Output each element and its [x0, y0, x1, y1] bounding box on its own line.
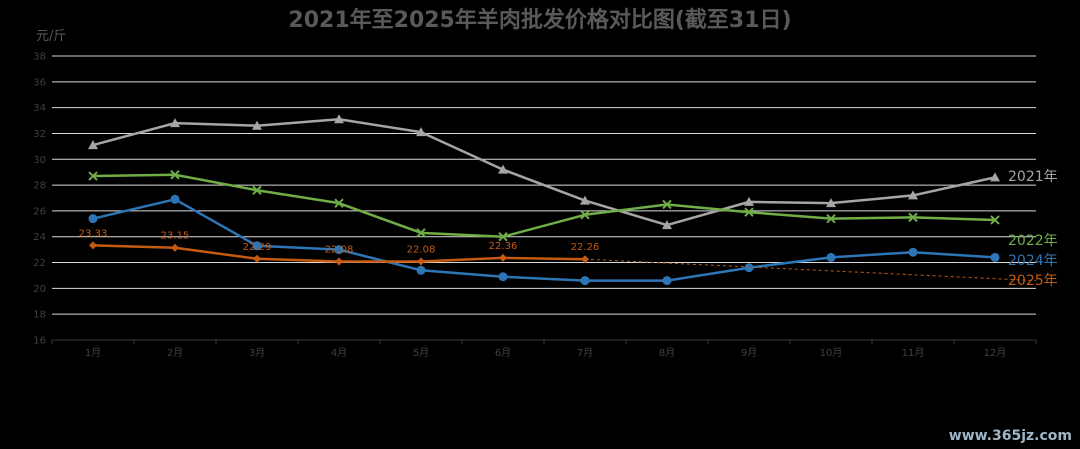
data-label: 22.08 — [325, 245, 354, 256]
y-tick-label: 20 — [33, 284, 46, 295]
marker-triangle — [908, 190, 918, 200]
marker-diamond — [417, 257, 425, 266]
y-tick-label: 22 — [33, 258, 46, 269]
legend: 2021年 2022年 2024年 2025年 — [1008, 169, 1058, 289]
y-tick-label: 32 — [33, 129, 46, 140]
marker-triangle — [88, 140, 98, 150]
x-tick-label: 12月 — [984, 347, 1007, 359]
watermark: www.365jz.com — [949, 428, 1072, 444]
marker-x — [744, 207, 754, 217]
marker-diamond — [499, 253, 507, 262]
marker-circle — [990, 252, 1000, 262]
marker-circle — [498, 272, 508, 282]
y-tick-label: 36 — [33, 77, 46, 88]
x-tick-labels: 1月 2月 3月 4月 5月 6月 7月 8月 9月 10月 11月 12月 — [85, 347, 1007, 359]
x-tick-label: 6月 — [495, 347, 511, 359]
marker-x — [990, 215, 1000, 225]
marker-x — [170, 170, 180, 180]
marker-x — [580, 210, 590, 220]
marker-diamond — [581, 255, 589, 264]
marker-diamond — [253, 254, 261, 263]
data-label: 22.29 — [243, 242, 272, 253]
series-2024年 — [88, 194, 1000, 286]
series-line — [92, 118, 996, 227]
data-label: 22.26 — [571, 242, 600, 253]
y-tick-label: 24 — [33, 232, 46, 243]
x-tick-label: 4月 — [331, 347, 347, 359]
y-tick-label: 18 — [33, 310, 46, 321]
gridlines — [51, 55, 1037, 344]
marker-x — [88, 171, 98, 181]
chart-title: 2021年至2025年羊肉批发价格对比图(截至31日) — [288, 7, 791, 33]
y-axis-unit: 元/斤 — [36, 29, 66, 44]
data-label: 23.15 — [161, 231, 190, 242]
x-tick-label: 11月 — [902, 347, 925, 359]
legend-item: 2022年 — [1008, 233, 1058, 249]
x-tick-label: 8月 — [659, 347, 675, 359]
series-2025年 — [89, 241, 1037, 282]
x-tick-label: 5月 — [413, 347, 429, 359]
marker-triangle — [252, 120, 262, 130]
marker-circle — [580, 276, 590, 286]
marker-circle — [744, 263, 754, 273]
x-tick-label: 7月 — [577, 347, 593, 359]
x-tick-label: 10月 — [820, 347, 843, 359]
x-tick-label: 1月 — [85, 347, 101, 359]
marker-x — [252, 185, 262, 195]
y-tick-labels: 16 18 20 22 24 26 28 30 32 34 36 38 — [33, 52, 46, 347]
marker-x — [334, 198, 344, 208]
series-lines — [88, 114, 1037, 286]
marker-circle — [662, 276, 672, 286]
marker-circle — [334, 245, 344, 255]
marker-circle — [908, 247, 918, 257]
x-tick-label: 3月 — [249, 347, 265, 359]
y-tick-label: 26 — [33, 206, 46, 217]
marker-triangle — [334, 114, 344, 124]
marker-triangle — [416, 127, 426, 137]
series-2021年 — [88, 114, 1000, 230]
marker-x — [416, 228, 426, 238]
marker-triangle — [580, 195, 590, 205]
x-tick-label: 9月 — [741, 347, 757, 359]
y-tick-label: 38 — [33, 52, 46, 63]
data-label: 22.08 — [407, 245, 436, 256]
marker-triangle — [826, 198, 836, 208]
marker-circle — [170, 194, 180, 204]
y-tick-label: 34 — [33, 103, 46, 114]
legend-item: 2021年 — [1008, 169, 1058, 185]
marker-triangle — [662, 220, 672, 230]
marker-x — [826, 213, 836, 224]
marker-triangle — [498, 164, 508, 174]
marker-x — [908, 212, 918, 223]
legend-item: 2024年 — [1008, 253, 1058, 269]
marker-diamond — [89, 241, 97, 250]
y-tick-label: 30 — [33, 155, 46, 166]
data-label: 23.33 — [79, 228, 108, 239]
marker-circle — [826, 252, 836, 262]
marker-circle — [88, 214, 98, 224]
legend-item: 2025年 — [1008, 273, 1058, 289]
data-labels: 23.33 23.15 22.29 22.08 22.08 22.36 22.26 — [79, 228, 600, 255]
series-line — [92, 198, 996, 282]
series-2022年 — [88, 170, 1000, 242]
marker-triangle — [990, 172, 1000, 182]
marker-diamond — [171, 243, 179, 252]
marker-diamond — [335, 257, 343, 266]
marker-circle — [416, 265, 426, 275]
series-line — [92, 173, 996, 238]
y-tick-label: 16 — [33, 336, 46, 347]
marker-triangle — [170, 118, 180, 128]
marker-circle — [252, 241, 262, 251]
marker-x — [498, 232, 508, 242]
marker-triangle — [744, 196, 754, 206]
data-label: 22.36 — [489, 241, 518, 252]
marker-x — [662, 199, 672, 210]
x-tick-label: 2月 — [167, 347, 183, 359]
y-tick-label: 28 — [33, 181, 46, 192]
